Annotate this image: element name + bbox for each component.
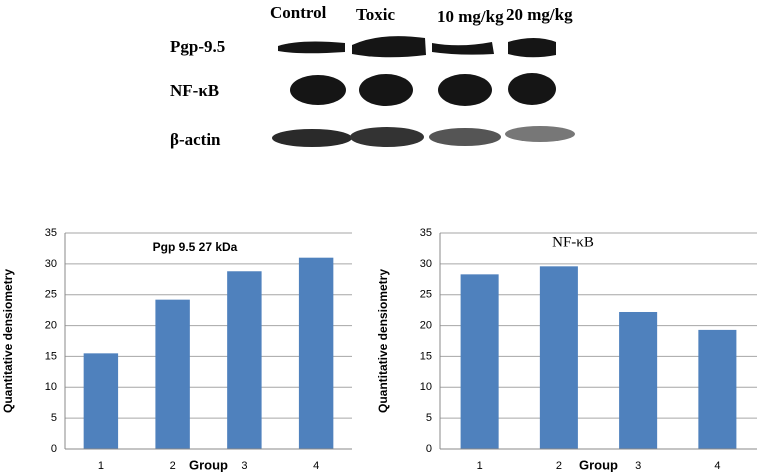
y-tick-label: 0 — [51, 443, 57, 455]
chart-title: Pgp 9.5 27 kDa — [153, 240, 238, 254]
x-tick-label: 3 — [241, 460, 247, 472]
band — [290, 75, 346, 105]
y-tick-label: 25 — [420, 289, 432, 301]
y-tick-label: 5 — [51, 412, 57, 424]
y-tick-label: 10 — [45, 381, 57, 393]
y-tick-label: 20 — [45, 319, 57, 331]
bar — [698, 329, 737, 449]
bar — [539, 266, 578, 449]
blot-column-label: 10 mg/kg — [437, 7, 504, 26]
blot-row-label: β-actin — [170, 130, 221, 149]
band — [278, 41, 345, 54]
x-tick-label: 4 — [714, 460, 720, 472]
x-tick-label: 2 — [170, 460, 176, 472]
y-tick-label: 25 — [45, 289, 57, 301]
y-tick-label: 35 — [420, 227, 432, 239]
x-tick-label: 4 — [313, 460, 319, 472]
band — [438, 74, 492, 106]
blot-column-label: Toxic — [356, 5, 396, 24]
band — [352, 36, 426, 58]
band — [508, 38, 556, 58]
y-tick-label: 15 — [45, 350, 57, 362]
y-tick-label: 35 — [45, 227, 57, 239]
y-tick-label: 10 — [420, 381, 432, 393]
bar — [619, 311, 658, 449]
x-tick-label: 1 — [477, 460, 483, 472]
x-axis-label: Group — [189, 457, 228, 472]
band — [505, 126, 575, 142]
y-axis-label: Quantitative densiometry — [376, 269, 390, 413]
band — [359, 74, 413, 106]
bar — [83, 353, 119, 449]
blot-column-label: Control — [270, 3, 327, 22]
y-tick-label: 20 — [420, 319, 432, 331]
y-tick-label: 30 — [420, 258, 432, 270]
bar — [155, 299, 190, 449]
chart-title: NF-κB — [552, 234, 594, 250]
x-tick-label: 1 — [98, 460, 104, 472]
band — [272, 129, 352, 147]
x-tick-label: 3 — [635, 460, 641, 472]
y-axis-label: Quantitative densiometry — [1, 269, 15, 413]
blot-column-label: 20 mg/kg — [506, 5, 573, 24]
bar — [227, 271, 262, 449]
band — [508, 73, 556, 105]
x-tick-label: 2 — [556, 460, 562, 472]
blot-row-label: NF-κB — [170, 81, 219, 100]
x-axis-label: Group — [579, 457, 618, 472]
band — [429, 128, 501, 146]
y-tick-label: 0 — [426, 443, 432, 455]
y-tick-label: 15 — [420, 350, 432, 362]
blot-bands — [272, 36, 575, 147]
bar — [298, 257, 334, 449]
y-tick-label: 30 — [45, 258, 57, 270]
y-tick-label: 5 — [426, 412, 432, 424]
band — [350, 127, 424, 147]
band — [432, 42, 494, 55]
bar — [460, 274, 499, 449]
blot-row-label: Pgp-9.5 — [170, 37, 225, 56]
